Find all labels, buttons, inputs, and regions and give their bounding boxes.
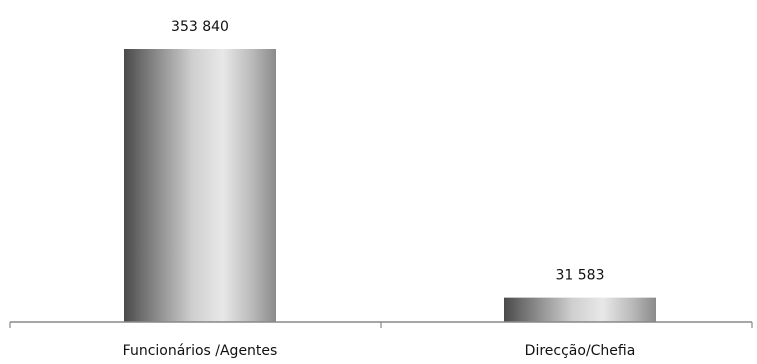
bar-0 <box>124 49 276 322</box>
bar-1 <box>504 297 656 322</box>
category-label-1: Direcção/Chefia <box>525 343 636 359</box>
data-label-1: 31 583 <box>556 268 605 284</box>
data-label-0: 353 840 <box>171 19 229 35</box>
category-label-0: Funcionários /Agentes <box>123 343 278 359</box>
